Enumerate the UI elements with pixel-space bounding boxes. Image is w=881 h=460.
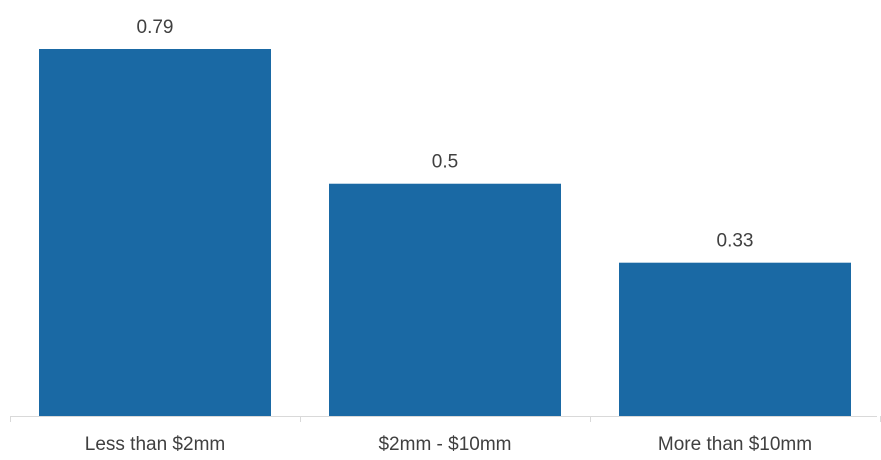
x-tick-labels: Less than $2mm $2mm - $10mm More than $10m…: [85, 434, 812, 455]
bars-layer: [39, 49, 851, 416]
data-label-0: 0.79: [137, 17, 174, 38]
bar-2: [619, 262, 851, 416]
x-tick-label-0: Less than $2mm: [85, 434, 225, 455]
bar-1: [329, 183, 561, 416]
bar-0: [39, 49, 271, 416]
x-tick-label-2: More than $10mm: [658, 434, 812, 455]
x-axis: [10, 416, 881, 422]
data-label-2: 0.33: [717, 231, 754, 252]
data-label-1: 0.5: [432, 152, 458, 173]
x-tick-label-1: $2mm - $10mm: [378, 434, 511, 455]
data-labels-layer: 0.79 0.5 0.33: [137, 17, 754, 252]
